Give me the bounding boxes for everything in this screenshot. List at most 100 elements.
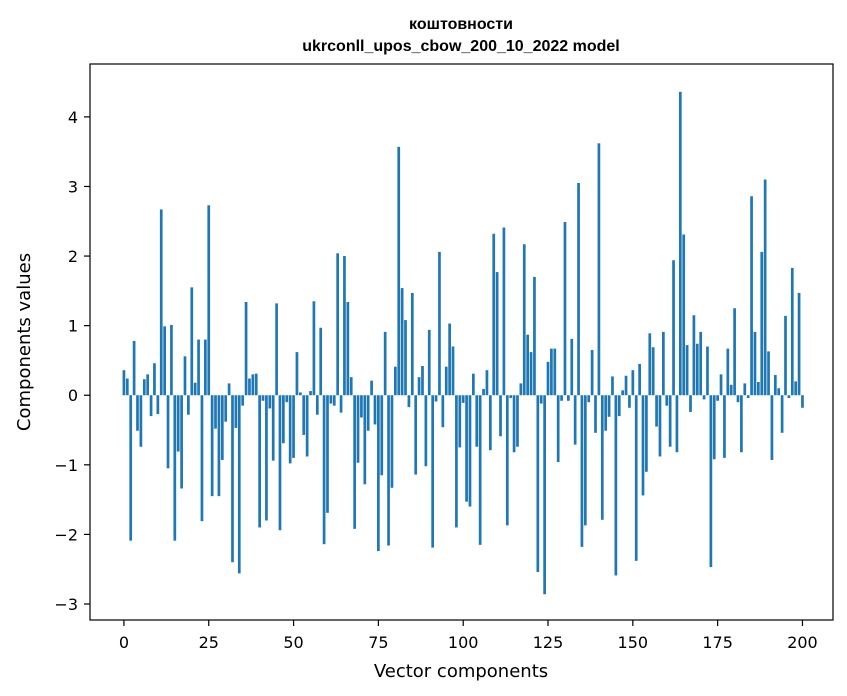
bar [560, 395, 563, 401]
bar [322, 395, 326, 545]
bar [153, 363, 156, 396]
y-tick-label: 3 [68, 177, 78, 196]
bar [410, 292, 414, 396]
x-tick-label: 50 [283, 633, 303, 652]
bar [332, 395, 336, 406]
bar [227, 383, 231, 396]
chart-title: коштовности [409, 16, 513, 33]
bar [132, 340, 136, 396]
bar [129, 395, 133, 541]
bar [461, 395, 465, 403]
bar [702, 395, 706, 400]
bar [570, 338, 574, 396]
bar [220, 395, 224, 460]
bar [353, 395, 356, 529]
bar [363, 395, 367, 485]
bar [187, 395, 190, 415]
bar [529, 352, 533, 396]
bar [166, 395, 170, 469]
bar [417, 377, 421, 396]
bar [767, 351, 770, 396]
bar [689, 395, 692, 412]
bar [251, 374, 255, 396]
bar [553, 348, 557, 396]
bar [516, 395, 519, 447]
y-tick-label: −1 [54, 456, 78, 475]
bar [441, 395, 445, 428]
bar [645, 395, 648, 472]
bar [499, 395, 502, 437]
bar [729, 384, 733, 396]
bar [210, 395, 214, 497]
y-tick-label: 1 [68, 317, 78, 336]
bar [217, 395, 221, 497]
bar [193, 382, 197, 396]
bar [726, 348, 730, 396]
bar [658, 395, 662, 457]
bar [125, 378, 129, 396]
x-tick-label: 200 [787, 633, 818, 652]
y-tick-label: 4 [68, 108, 78, 127]
bar [190, 287, 194, 396]
bar [261, 395, 265, 401]
bar [356, 395, 360, 463]
bar [244, 301, 248, 396]
bar [519, 383, 523, 396]
bar [414, 395, 418, 475]
bar [448, 323, 451, 396]
bar [641, 395, 645, 496]
bar [309, 391, 312, 396]
bar [546, 361, 550, 396]
bar [465, 395, 468, 502]
bar [617, 395, 621, 417]
bar [628, 395, 631, 408]
bar [268, 395, 272, 409]
bar [366, 395, 370, 431]
bar [146, 374, 150, 396]
bar [482, 388, 485, 396]
bar [495, 272, 499, 396]
bar [723, 395, 726, 458]
bar [543, 395, 546, 595]
bar [346, 301, 350, 396]
bar [434, 395, 438, 402]
bar [509, 395, 513, 399]
bar [736, 395, 740, 403]
bar [587, 395, 591, 403]
bar [305, 395, 309, 457]
y-tick-label: −2 [54, 525, 78, 544]
bar [451, 346, 455, 396]
bar [136, 395, 139, 431]
bar [733, 308, 736, 396]
x-tick-label: 0 [119, 633, 129, 652]
bar [502, 227, 506, 396]
bar [156, 395, 160, 415]
y-tick-label: 0 [68, 386, 78, 405]
bar [638, 363, 641, 396]
bar [770, 395, 774, 460]
chart-subtitle: ukrconll_upos_cbow_200_10_2022 model [302, 38, 619, 55]
bar [699, 331, 703, 396]
bar [421, 366, 424, 396]
bar [611, 376, 614, 396]
bar [706, 346, 709, 396]
bar [790, 267, 794, 396]
bar [183, 356, 187, 396]
bar [231, 395, 234, 563]
bar [672, 260, 675, 396]
bar [607, 395, 611, 417]
bar [295, 352, 299, 396]
bar [458, 395, 462, 448]
bar [373, 395, 377, 425]
bar [526, 334, 530, 396]
bar [197, 339, 200, 396]
bar [573, 395, 577, 445]
bar [787, 395, 791, 399]
bar [533, 276, 536, 396]
x-tick-label: 75 [368, 633, 388, 652]
bar [207, 205, 211, 396]
bar [397, 146, 401, 396]
bar [550, 348, 553, 396]
bar [631, 370, 635, 396]
x-tick-label: 100 [448, 633, 479, 652]
